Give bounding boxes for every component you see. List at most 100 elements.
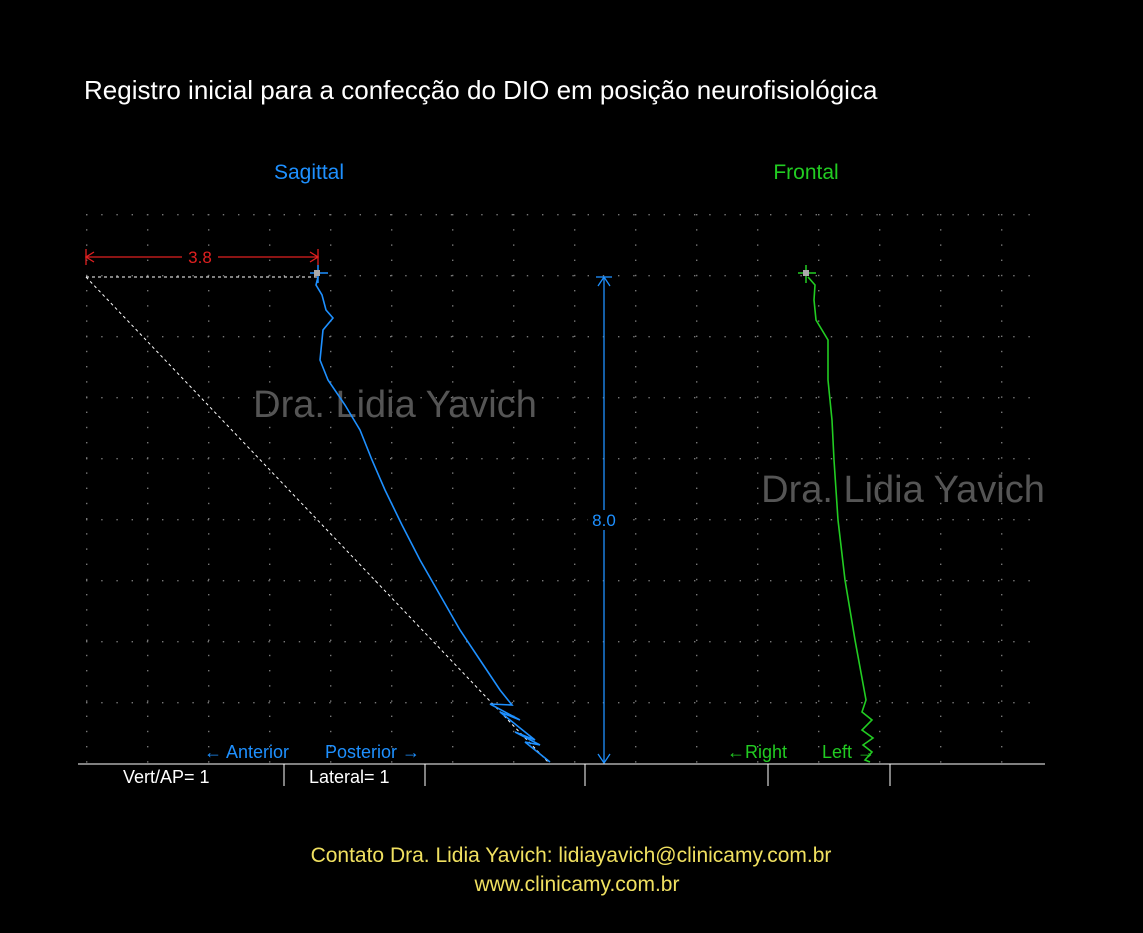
grid-dot: [147, 730, 149, 733]
grid-dot: [391, 624, 393, 626]
grid-dot: [481, 580, 483, 582]
grid-dot: [879, 411, 881, 413]
grid-dot: [147, 624, 149, 626]
grid-dot: [709, 641, 711, 643]
grid-dot: [269, 290, 271, 292]
grid-dot: [391, 578, 393, 581]
grid-dot: [648, 702, 650, 704]
grid-dot: [696, 426, 698, 429]
grid-dot: [86, 426, 88, 429]
grid-dot: [86, 685, 88, 687]
grid-dot: [131, 702, 133, 704]
grid-dot: [757, 578, 759, 581]
grid-dot: [879, 244, 881, 246]
grid-dot: [101, 336, 103, 338]
grid-dot: [359, 397, 361, 399]
grid-dot: [147, 472, 149, 474]
grid-dot: [450, 580, 453, 582]
grid-dot: [818, 396, 820, 398]
grid-dot: [466, 397, 468, 399]
grid-dot: [602, 214, 605, 216]
grid-dot: [466, 580, 468, 582]
grid-dot: [861, 214, 863, 216]
grid-dot: [861, 702, 863, 704]
dot-grid: [86, 214, 1030, 763]
grid-dot: [1001, 685, 1003, 687]
grid-dot: [420, 336, 422, 338]
grid-dot: [253, 641, 255, 643]
grid-dot: [739, 519, 741, 521]
grid-dot: [724, 702, 726, 704]
grid-dot: [678, 275, 681, 277]
title: Registro inicial para a confecção do DIO…: [84, 75, 878, 105]
grid-dot: [696, 563, 698, 565]
grid-dot: [391, 381, 393, 383]
grid-dot: [208, 457, 210, 459]
grid-dot: [635, 244, 637, 246]
grid-dot: [405, 580, 407, 582]
grid-dot: [177, 580, 179, 582]
grid-dot: [940, 366, 942, 368]
grid-dot: [513, 533, 515, 535]
grid-dot: [208, 366, 210, 368]
grid-dot: [391, 442, 393, 444]
grid-dot: [511, 214, 513, 216]
grid-dot: [754, 519, 757, 521]
grid-dot: [587, 641, 589, 643]
grid-dot: [663, 641, 665, 643]
grid-dot: [1001, 229, 1003, 231]
grid-dot: [818, 654, 820, 657]
grid-dot: [891, 702, 893, 704]
grid-dot: [757, 639, 759, 641]
grid-dot: [967, 397, 969, 399]
grid-dot: [330, 274, 332, 277]
grid-dot: [391, 350, 393, 353]
grid-dot: [757, 654, 759, 657]
grid-dot: [86, 335, 88, 337]
grid-dot: [147, 335, 149, 337]
grid-dot: [998, 580, 1000, 582]
grid-dot: [405, 519, 407, 521]
grid-dot: [574, 244, 576, 246]
grid-dot: [982, 275, 985, 277]
grid-dot: [452, 746, 454, 748]
grid-dot: [635, 426, 637, 429]
grid-dot: [574, 214, 576, 216]
grid-dot: [298, 519, 301, 521]
grid-dot: [177, 519, 179, 521]
grid-dot: [818, 381, 820, 383]
grid-dot: [557, 519, 559, 521]
grid-dot: [147, 274, 149, 277]
grid-dot: [86, 578, 88, 581]
grid-dot: [391, 594, 393, 596]
grid-dot: [635, 746, 637, 748]
grid-dot: [967, 458, 969, 460]
grid-dot: [330, 366, 332, 368]
grid-dot: [1001, 761, 1003, 763]
grid-dot: [879, 746, 881, 748]
grid-dot: [557, 214, 559, 216]
grid-dot: [481, 336, 483, 338]
grid-dot: [452, 594, 454, 596]
grid-dot: [1013, 214, 1015, 216]
grid-dot: [663, 580, 665, 582]
grid-dot: [330, 411, 332, 413]
grid-dot: [696, 533, 698, 535]
grid-dot: [818, 259, 820, 261]
grid-dot: [208, 335, 210, 337]
grid-dot: [574, 746, 576, 748]
grid-dot: [466, 275, 468, 277]
grid-dot: [86, 563, 88, 565]
grid-dot: [818, 746, 820, 748]
grid-dot: [391, 274, 393, 277]
direction-label: ←Right: [727, 742, 787, 762]
grid-dot: [298, 641, 301, 643]
grid-dot: [574, 426, 576, 429]
grid-dot: [724, 336, 726, 338]
grid-dot: [635, 670, 637, 672]
grid-dot: [635, 320, 637, 322]
grid-dot: [177, 702, 179, 704]
grid-dot: [86, 214, 88, 216]
grid-dot: [542, 336, 544, 338]
grid-dot: [208, 563, 210, 565]
